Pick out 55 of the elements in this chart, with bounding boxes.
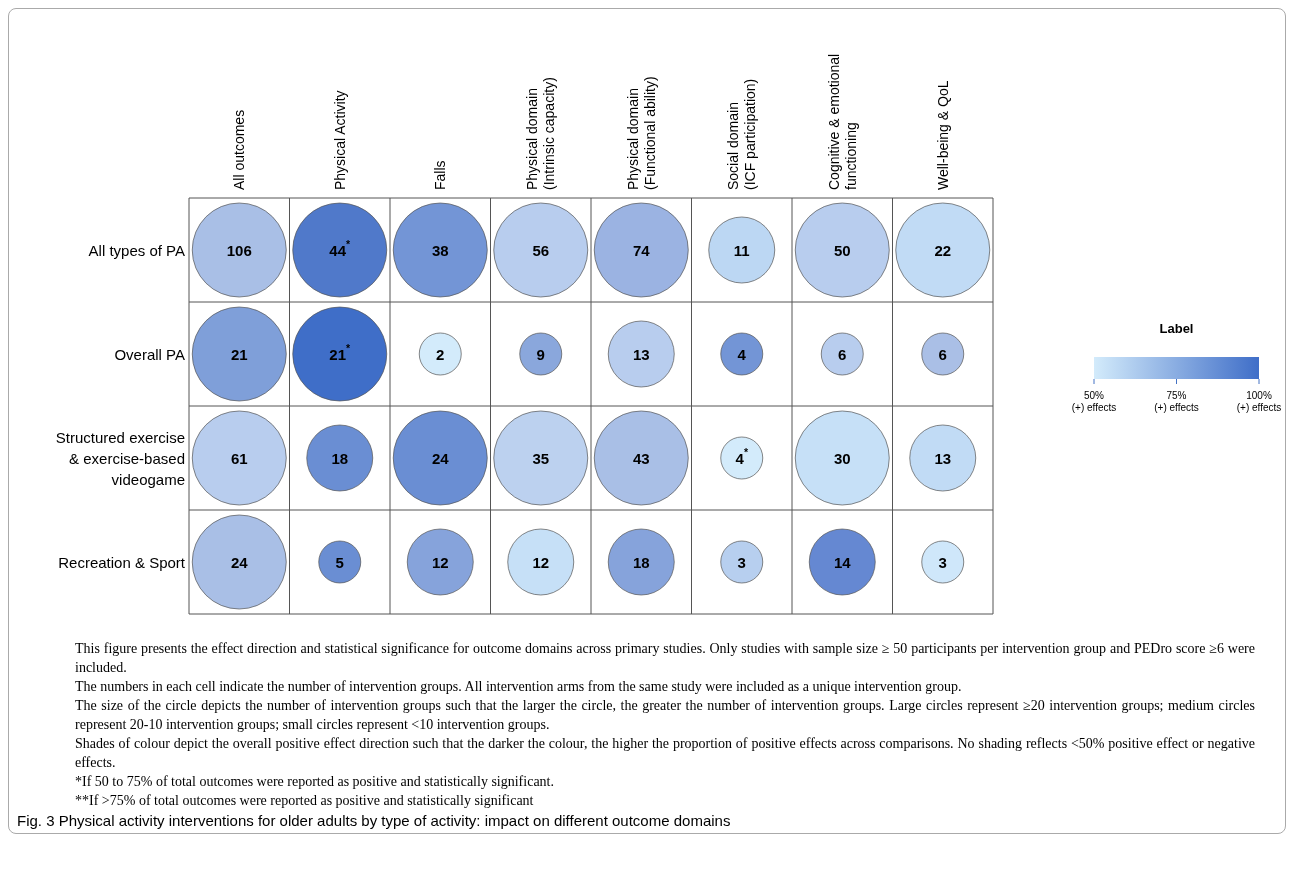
data-label: 18 [331, 449, 349, 467]
data-label: 61 [230, 449, 248, 467]
caption: Fig. 3 Physical activity interventions for older adults by type of activity: impact on different outcome domains [17, 812, 732, 829]
data-label: 50 [833, 241, 851, 259]
x-tick-label: All outcomes [231, 109, 248, 190]
data-label: 14 [833, 553, 852, 571]
y-tick-label: Overall PA [114, 345, 185, 363]
data-label: 6 [838, 345, 847, 363]
x-tick-label: Well-being & QoL [934, 80, 951, 190]
data-label: 13 [632, 345, 650, 363]
data-label: 30 [833, 449, 851, 467]
data-label: 6 [938, 345, 947, 363]
x-tick-label: Physical domain (Functional ability) [624, 76, 658, 190]
text: Label [1159, 321, 1194, 336]
data-label: 2 [436, 345, 445, 363]
data-label: 21$^{*}$ [329, 342, 352, 363]
data-label: 44$^{*}$ [329, 238, 352, 259]
data-label: 56 [532, 241, 550, 259]
data-label: 74 [632, 241, 651, 259]
data-label: 12 [431, 553, 449, 571]
data-label: 106 [226, 241, 252, 259]
text: The size of the circle depicts the number of intervention groups such that the larger the circle, the greater the number of intervention groups. Large circles represent ≥20 intervention groups; medium circles represent 20-10 intervention groups; small circles represent <10 intervention groups. [75, 697, 1255, 734]
x-tick-label: Physical Activity [331, 90, 348, 190]
data-label: 11 [733, 241, 750, 259]
data-label: 4$^{*}$ [735, 446, 749, 467]
data-label: 24 [431, 449, 450, 467]
data-label: 13 [934, 449, 952, 467]
x-tick-label: Cognitive & emotional functioning [825, 53, 859, 190]
text: *If 50 to 75% of total outcomes were reported as positive and statistically significant. [75, 773, 555, 791]
data-label: 22 [934, 241, 952, 259]
y-tick-label: Structured exercise & exercise-based videogame [55, 428, 185, 488]
data-label: 5 [335, 553, 344, 571]
text: 50% (+) effects [1071, 389, 1117, 413]
data-label: 38 [431, 241, 449, 259]
text: 100% (+) effects [1236, 389, 1282, 413]
x-tick-label: Social domain (ICF participation) [725, 78, 759, 190]
y-tick-label: All types of PA [88, 241, 185, 259]
data-label: 35 [532, 449, 550, 467]
data-label: 3 [737, 553, 746, 571]
data-label: 24 [230, 553, 249, 571]
data-label: 43 [632, 449, 650, 467]
text: The numbers in each cell indicate the number of intervention groups. All intervention arms from the same study were included as a unique intervention group. [75, 678, 963, 696]
data-label: 21 [230, 345, 248, 363]
y-tick-label: Recreation & Sport [58, 553, 186, 571]
text: **If >75% of total outcomes were reported as positive and statistically significant [75, 792, 535, 810]
text: 75% (+) effects [1154, 389, 1199, 413]
x-tick-label: Falls [432, 160, 449, 190]
x-tick-label: Physical domain (Intrinsic capacity) [524, 77, 558, 190]
text: Shades of colour depict the overall positive effect direction such that the darker the colour, the higher the proportion of positive effects across comparisons. No shading reflects <50% positive effect or negative effects. [75, 735, 1255, 772]
data-label: 12 [532, 553, 550, 571]
data-label: 9 [536, 345, 545, 363]
data-label: 3 [938, 553, 947, 571]
text: This figure presents the effect direction and statistical significance for outcome domains across primary studies. Only studies with sample size ≥ 50 participants per intervention group and PEDro score ≥6 were included. [75, 640, 1255, 677]
data-label: 4 [737, 345, 747, 363]
data-label: 18 [632, 553, 650, 571]
